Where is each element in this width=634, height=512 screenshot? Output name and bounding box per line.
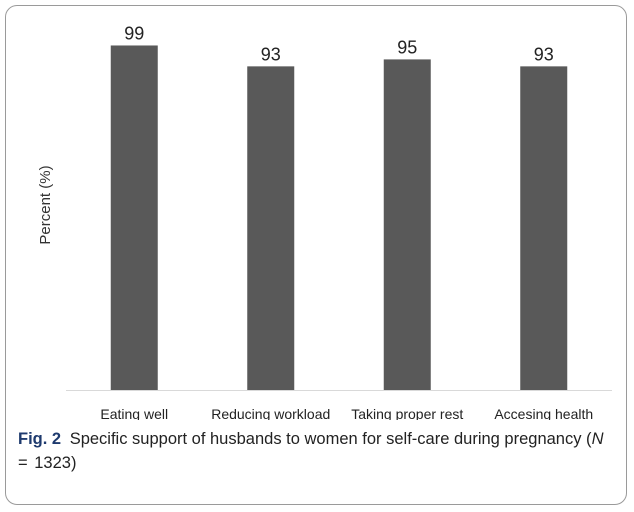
caption-n-value: 1323 bbox=[34, 454, 71, 472]
data-label: 93 bbox=[261, 44, 281, 64]
data-label: 99 bbox=[124, 23, 144, 43]
caption-text: Specific support of husbands to women fo… bbox=[69, 430, 592, 448]
x-tick-label: Taking proper rest bbox=[351, 406, 463, 420]
bar bbox=[520, 66, 568, 391]
data-label: 93 bbox=[534, 44, 554, 64]
caption-label: Fig. 2 bbox=[18, 430, 62, 448]
x-tick-label: Eating well bbox=[100, 406, 168, 420]
x-tick-label: Accesing healthservices bbox=[494, 406, 593, 420]
caption-close: ) bbox=[70, 454, 77, 472]
bar bbox=[247, 66, 295, 391]
bar bbox=[383, 59, 431, 391]
caption-n-equals: = bbox=[18, 454, 28, 472]
data-label: 95 bbox=[397, 37, 417, 57]
bar-chart: Percent (%) 99 Eating well 93 Reducing work… bbox=[37, 23, 612, 420]
x-tick-label: Reducing workload bbox=[211, 406, 330, 420]
caption-n-symbol: N bbox=[591, 430, 604, 448]
bar bbox=[110, 45, 158, 390]
figure-caption: Fig. 2 Specific support of husbands to w… bbox=[18, 427, 614, 475]
y-axis-label: Percent (%) bbox=[37, 165, 54, 244]
